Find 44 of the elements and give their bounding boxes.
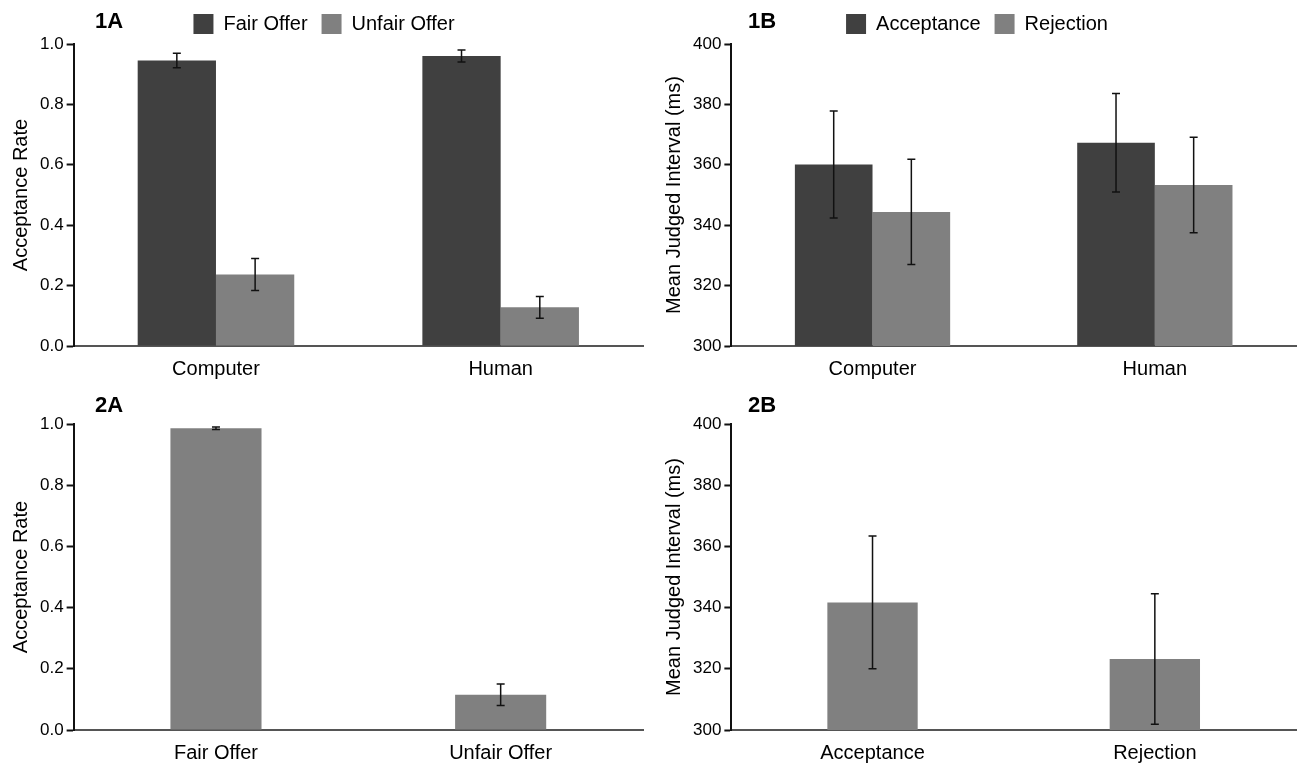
legend-label: Fair Offer [223, 11, 308, 34]
y-tick-label: 0.6 [39, 536, 64, 556]
legend-label: Unfair Offer [351, 11, 455, 34]
y-tick-label: 0.2 [39, 658, 64, 678]
y-tick-label: 1.0 [39, 413, 64, 433]
y-tick-label: 0.6 [39, 154, 64, 174]
y-tick-label: 0.0 [39, 335, 64, 355]
chart-title: 2B [748, 392, 777, 418]
y-tick-label: 0.2 [39, 275, 64, 295]
x-tick-label: Computer [172, 356, 261, 379]
y-axis-title: Mean Judged Interval (ms) [661, 458, 684, 696]
y-tick-label: 400 [692, 413, 722, 433]
y-tick-label: 360 [692, 536, 722, 556]
y-tick-label: 340 [692, 214, 722, 234]
x-tick-label: Unfair Offer [449, 740, 553, 763]
x-tick-label: Human [1122, 356, 1188, 379]
legend-label: Rejection [1024, 11, 1108, 34]
y-tick-label: 300 [692, 719, 722, 739]
chart-title: 1A [95, 8, 124, 34]
y-tick-label: 0.0 [39, 719, 64, 739]
x-tick-label: Computer [828, 356, 917, 379]
y-tick-label: 0.4 [39, 597, 64, 617]
x-tick-label: Acceptance [820, 740, 925, 763]
y-tick-label: 360 [692, 154, 722, 174]
y-axis-title: Acceptance Rate [8, 118, 31, 272]
y-tick-label: 320 [692, 275, 722, 295]
chart-title: 2A [95, 392, 124, 418]
y-tick-label: 380 [692, 474, 722, 494]
y-axis-title: Acceptance Rate [8, 500, 31, 654]
y-tick-label: 320 [692, 658, 722, 678]
legend-label: Acceptance [876, 11, 981, 34]
y-axis-title: Mean Judged Interval (ms) [661, 76, 684, 314]
chart-title: 1B [748, 8, 777, 34]
y-tick-label: 400 [692, 33, 722, 53]
x-tick-label: Fair Offer [173, 740, 259, 763]
y-tick-label: 0.8 [39, 94, 64, 114]
y-tick-label: 0.4 [39, 214, 64, 234]
y-tick-label: 1.0 [39, 33, 64, 53]
y-tick-label: 0.8 [39, 474, 64, 494]
x-tick-label: Human [468, 356, 533, 379]
y-tick-label: 380 [692, 94, 722, 114]
y-tick-label: 340 [692, 597, 722, 617]
x-tick-label: Rejection [1113, 740, 1197, 763]
y-tick-label: 300 [692, 335, 722, 355]
